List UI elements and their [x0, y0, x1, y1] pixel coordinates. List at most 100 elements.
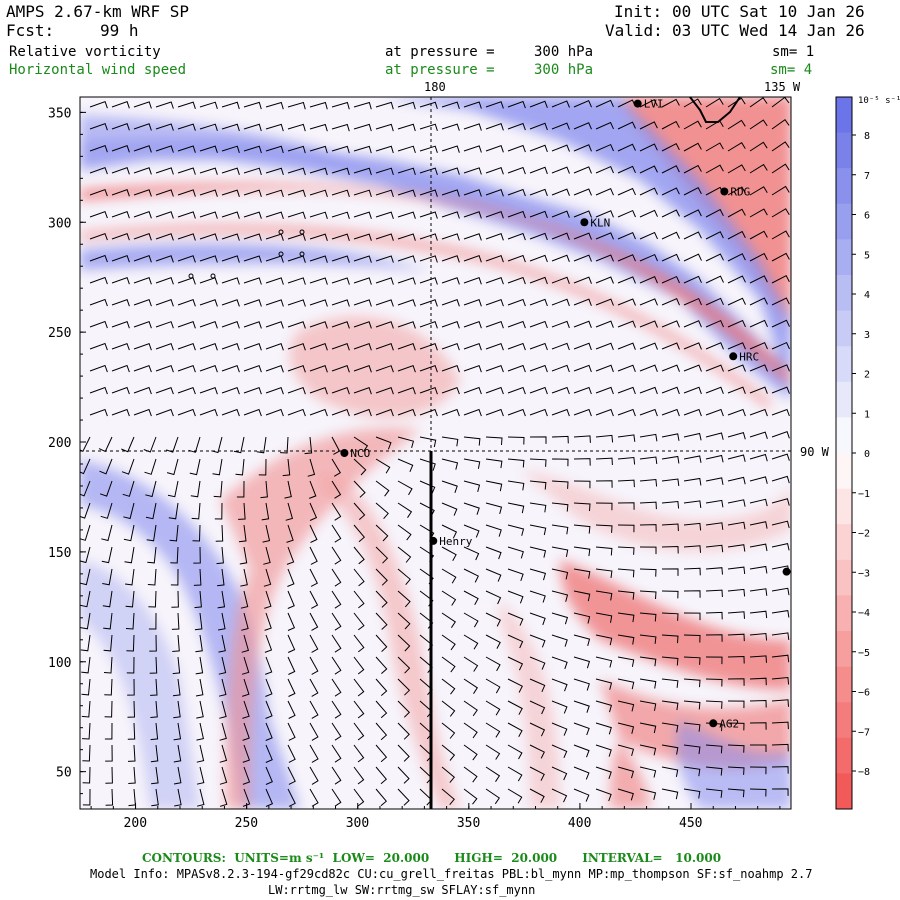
wind-barb: [331, 145, 350, 154]
wind-barb: [727, 521, 746, 530]
wind-barb: [749, 632, 768, 641]
wind-barb: [463, 722, 478, 739]
wind-barb: [309, 612, 319, 631]
wind-barb: [199, 364, 218, 373]
wind-barb: [215, 524, 224, 542]
wind-barb: [89, 320, 108, 329]
wind-barb: [309, 408, 328, 417]
wind-barb: [705, 499, 724, 508]
wind-barb: [121, 458, 135, 475]
wind-barb: [485, 364, 504, 373]
wind-barb: [595, 612, 613, 623]
wind-barb: [507, 386, 526, 395]
wind-barb: [705, 589, 723, 598]
wind-barb: [705, 744, 723, 754]
x-tick-label: 200: [124, 816, 147, 831]
wind-barb: [125, 590, 135, 608]
wind-barb: [101, 524, 113, 542]
wind-barb: [573, 766, 590, 780]
wind-barb: [331, 722, 342, 741]
wind-barb: [353, 277, 372, 285]
wind-barb: [199, 408, 218, 417]
wind-barb: [353, 744, 365, 763]
wind-barb: [375, 700, 388, 719]
wind-barb: [661, 209, 680, 218]
wind-barb: [727, 386, 746, 394]
wind-barb: [771, 141, 790, 152]
wind-barb: [683, 766, 701, 777]
wind-barb: [749, 386, 768, 394]
wind-barb: [397, 546, 412, 563]
wind-barb: [463, 524, 480, 538]
wind-barb: [573, 590, 591, 602]
wind-barb: [661, 788, 679, 800]
wind-barb: [749, 364, 768, 372]
wind-barb: [727, 297, 746, 306]
wind-barb: [265, 788, 274, 807]
wind-barb: [683, 744, 701, 755]
wind-barb: [104, 722, 113, 740]
wind-barb: [173, 744, 182, 763]
wind-barb: [595, 320, 614, 328]
wind-barb: [261, 502, 270, 521]
wind-barb: [89, 254, 108, 263]
wind-barb: [105, 766, 113, 784]
wind-barb: [595, 590, 613, 601]
wind-barb: [551, 100, 570, 108]
colorbar-swatch: [836, 97, 852, 134]
y-tick-label: 100: [48, 656, 71, 671]
wind-barb: [661, 231, 680, 240]
wind-barb: [287, 386, 306, 395]
wind-barb: [639, 253, 658, 262]
wind-barb: [265, 766, 273, 785]
wind-barb: [661, 165, 680, 174]
wind-barb: [196, 788, 205, 807]
wind-barb: [705, 297, 724, 306]
wind-barb: [639, 364, 658, 372]
wind-barb: [194, 590, 202, 609]
wind-barb: [595, 342, 614, 350]
wind-barb: [375, 788, 388, 807]
wind-barb: [258, 458, 267, 476]
wind-barb: [195, 678, 204, 697]
wind-barb: [617, 298, 636, 306]
wind-barb: [661, 364, 680, 372]
wind-barb: [199, 277, 218, 285]
wind-barb: [419, 255, 438, 263]
wind-barb: [192, 524, 201, 542]
wind-barb: [99, 480, 113, 497]
wind-barb: [82, 766, 91, 784]
wind-barb: [463, 211, 482, 219]
wind-barb: [507, 436, 525, 445]
wind-barb: [750, 744, 767, 752]
wind-barb: [309, 656, 319, 675]
wind-barb: [661, 766, 679, 777]
wind-barb: [196, 700, 204, 719]
wind-barb: [375, 343, 394, 351]
wind-barb: [529, 590, 546, 603]
wind-barb: [375, 277, 394, 285]
x-tick-label: 350: [457, 816, 480, 831]
wind-barb: [485, 298, 504, 307]
wind-barb: [705, 97, 724, 108]
colorbar-label: 8: [864, 131, 870, 142]
wind-barb: [639, 121, 658, 130]
wind-barb: [595, 254, 614, 262]
wind-barb: [639, 456, 658, 464]
wind-barb: [441, 277, 460, 285]
wind-barb: [287, 321, 306, 329]
wind-barb: [463, 123, 482, 131]
colorbar-label: −6: [858, 688, 870, 699]
wind-barb: [771, 766, 789, 774]
wind-barb: [133, 277, 152, 285]
wind-barb: [221, 189, 240, 197]
wind-barb: [749, 342, 768, 350]
wind-barb: [265, 408, 284, 417]
wind-barb: [309, 386, 328, 395]
wind-barb: [507, 480, 525, 491]
wind-barb: [375, 568, 388, 586]
wind-barb: [749, 498, 768, 507]
wind-barb: [265, 211, 284, 219]
wind-barb: [353, 321, 372, 329]
